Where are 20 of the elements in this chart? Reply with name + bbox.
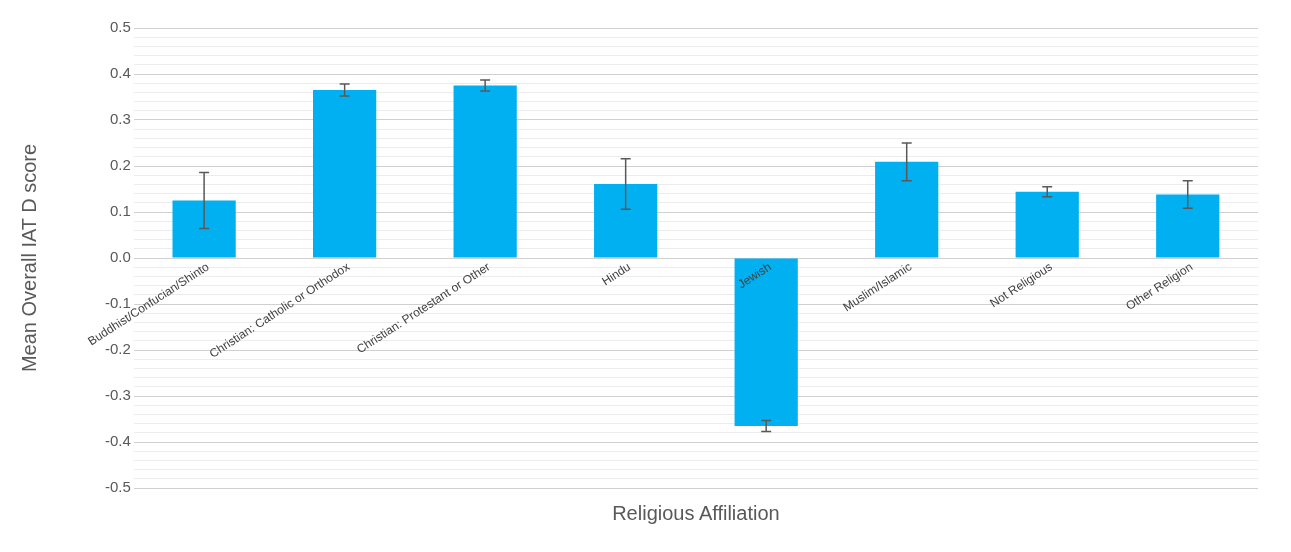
- y-tick-label: 0.3: [109, 110, 131, 128]
- y-tick-label: 0.4: [109, 64, 131, 82]
- bar: [875, 161, 939, 258]
- bar: [453, 85, 517, 258]
- x-axis-title: Religious Affiliation: [612, 501, 780, 524]
- y-tick-label: 0.0: [109, 248, 131, 266]
- y-tick-label: -0.3: [104, 386, 131, 404]
- y-tick-label: -0.4: [104, 432, 131, 450]
- y-tick-label: -0.5: [104, 478, 131, 496]
- bar: [1015, 191, 1079, 258]
- bar: [313, 90, 377, 258]
- y-tick-label: -0.2: [104, 340, 131, 358]
- bar: [734, 258, 798, 426]
- y-tick-label: 0.1: [109, 202, 131, 220]
- y-axis-title: Mean Overall IAT D score: [17, 143, 40, 373]
- y-tick-label: 0.5: [109, 18, 131, 36]
- y-tick-label: 0.2: [109, 156, 131, 174]
- bar: [172, 200, 236, 258]
- bar: [594, 183, 658, 258]
- bar: [1156, 194, 1220, 258]
